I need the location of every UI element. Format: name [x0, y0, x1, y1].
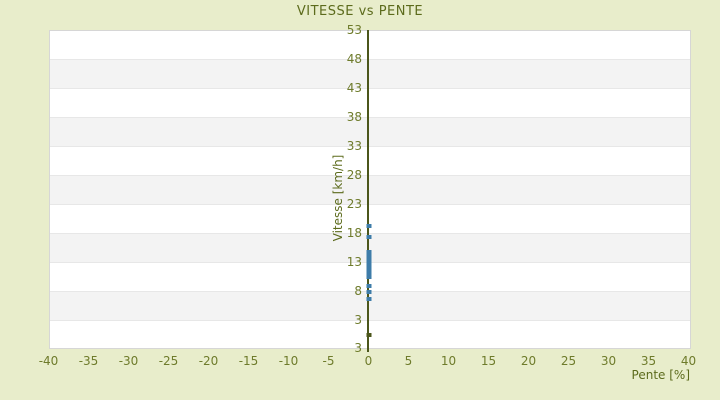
x-tick-label: -15	[238, 354, 259, 368]
y-tick-label: 23	[346, 197, 362, 211]
plot-area	[49, 30, 691, 349]
data-point	[366, 272, 371, 277]
y-tick-label: 8	[354, 284, 362, 298]
data-point	[366, 333, 371, 338]
x-tick-label: -10	[278, 354, 299, 368]
x-tick-label: 35	[640, 354, 657, 368]
data-point	[366, 260, 371, 265]
data-point	[366, 249, 371, 254]
data-point	[366, 255, 371, 260]
x-tick-label: 25	[560, 354, 577, 368]
x-tick-label: 30	[600, 354, 617, 368]
data-point	[366, 290, 371, 295]
x-tick-label: 20	[520, 354, 537, 368]
data-point	[366, 253, 371, 258]
data-point	[366, 235, 371, 240]
y-tick-label: 18	[346, 226, 362, 240]
data-point	[366, 297, 371, 302]
y-tick-label: 28	[346, 168, 362, 182]
x-tick-label: -40	[38, 354, 59, 368]
data-point	[366, 262, 371, 267]
data-point	[366, 269, 371, 274]
x-tick-label: -25	[158, 354, 179, 368]
x-tick-label: -20	[198, 354, 219, 368]
data-point	[366, 258, 371, 263]
data-point	[366, 283, 371, 288]
data-point	[366, 274, 371, 279]
x-axis-title: Pente [%]	[631, 368, 690, 382]
y-axis-title: Vitesse [km/h]	[331, 154, 345, 242]
chart-title: VITESSE vs PENTE	[296, 4, 424, 19]
y-tick-label: 53	[346, 23, 362, 37]
x-tick-label: 15	[480, 354, 497, 368]
data-point	[366, 224, 371, 229]
y-tick-label: 48	[346, 52, 362, 66]
y-tick-label: 3	[354, 313, 362, 327]
data-point	[366, 265, 371, 270]
x-tick-label: -35	[78, 354, 99, 368]
y-tick-label: 13	[346, 255, 362, 269]
y-tick-label: 43	[346, 81, 362, 95]
x-tick-label: -5	[322, 354, 335, 368]
y-axis-line	[367, 30, 369, 352]
x-tick-label: 0	[364, 354, 373, 368]
x-tick-label: 40	[680, 354, 697, 368]
y-tick-label: 38	[346, 110, 362, 124]
data-point	[366, 267, 371, 272]
x-tick-label: -30	[118, 354, 139, 368]
x-tick-label: 10	[440, 354, 457, 368]
x-tick-label: 5	[404, 354, 413, 368]
y-tick-label: 3	[354, 340, 362, 355]
y-tick-label: 33	[346, 139, 362, 153]
